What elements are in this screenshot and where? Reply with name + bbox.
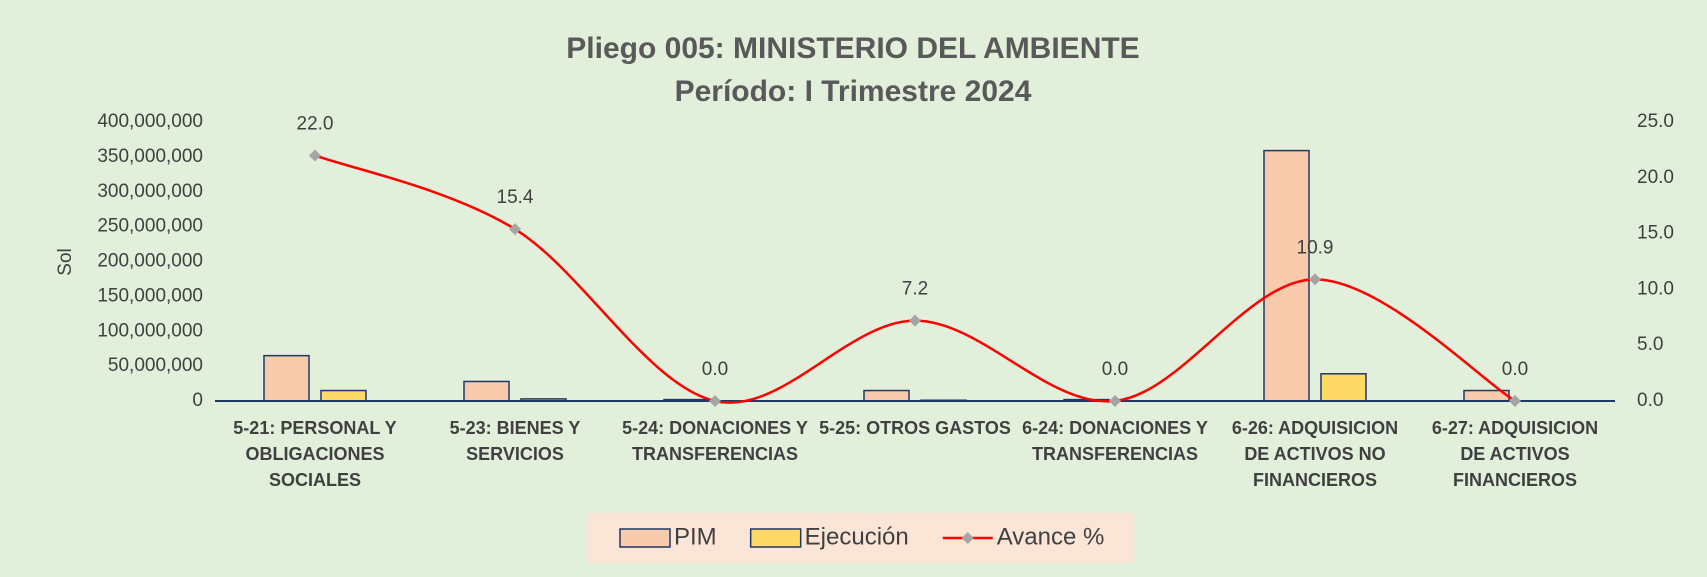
legend-label: Avance %: [997, 523, 1105, 550]
y2-tick-label: 20.0: [1637, 167, 1674, 188]
legend-label: Ejecución: [805, 523, 909, 550]
legend-swatch: [619, 528, 671, 548]
y-tick-label: 150,000,000: [97, 285, 203, 306]
y2-tick-label: 15.0: [1637, 223, 1674, 244]
data-label: 7.2: [902, 279, 928, 300]
data-label: 0.0: [1102, 359, 1128, 380]
y2-tick-label: 0.0: [1637, 390, 1663, 411]
y-tick-label: 350,000,000: [97, 146, 203, 167]
data-label: 22.0: [297, 113, 334, 134]
bar: [1320, 373, 1367, 402]
bar: [1263, 149, 1310, 402]
x-tick-label: 5-21: PERSONAL Y OBLIGACIONES SOCIALES: [233, 418, 397, 490]
y-tick-label: 400,000,000: [97, 111, 203, 132]
y-tick-label: 250,000,000: [97, 216, 203, 237]
y-tick-label: 100,000,000: [97, 320, 203, 341]
marker: [509, 223, 521, 236]
y-tick-label: 50,000,000: [108, 355, 203, 376]
chart-subtitle: Período: I Trimestre 2024: [675, 75, 1032, 108]
x-tick-label: 6-27: ADQUISICION DE ACTIVOS FINANCIEROS: [1431, 418, 1599, 490]
x-tick-label: 5-24: DONACIONES Y TRANSFERENCIAS: [622, 418, 808, 464]
chart-title: Pliego 005: MINISTERIO DEL AMBIENTE: [566, 32, 1139, 65]
data-label: 0.0: [702, 359, 728, 380]
y2-tick-label: 25.0: [1637, 111, 1674, 132]
bar: [320, 389, 367, 402]
data-label: 0.0: [1502, 359, 1528, 380]
bar: [263, 354, 310, 402]
x-tick-label: 5-25: OTROS GASTOS: [819, 418, 1011, 438]
data-label: 15.4: [497, 187, 534, 208]
y-axis-label: Sol: [55, 248, 76, 275]
y2-tick-label: 5.0: [1637, 334, 1663, 355]
data-label: 10.9: [1297, 237, 1334, 258]
marker: [1509, 395, 1521, 407]
x-tick-label: 6-24: DONACIONES Y TRANSFERENCIAS: [1022, 418, 1208, 464]
marker: [1309, 273, 1321, 286]
bar: [463, 380, 510, 402]
marker: [309, 149, 321, 162]
legend-box: [588, 513, 1133, 563]
marker: [709, 395, 721, 407]
y-tick-label: 300,000,000: [97, 181, 203, 202]
marker: [909, 314, 921, 327]
x-tick-label: 6-26: ADQUISICION DE ACTIVOS NO FINANCIE…: [1231, 418, 1399, 490]
y-tick-label: 200,000,000: [97, 251, 203, 272]
marker: [1109, 395, 1121, 407]
y-tick-label: 0: [192, 390, 203, 411]
legend-swatch: [749, 528, 802, 548]
x-tick-label: 5-23: BIENES Y SERVICIOS: [449, 418, 581, 464]
legend-label: PIM: [674, 523, 717, 550]
bar: [863, 389, 910, 402]
legend-marker: [961, 532, 974, 544]
y2-tick-label: 10.0: [1637, 278, 1674, 299]
